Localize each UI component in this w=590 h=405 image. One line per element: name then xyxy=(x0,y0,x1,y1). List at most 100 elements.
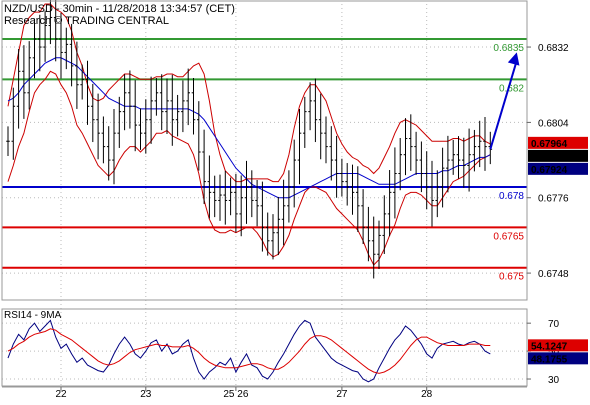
price-bar xyxy=(186,68,190,126)
price-bar xyxy=(11,87,16,160)
price-marker-last-box xyxy=(528,149,588,162)
x-tick-label-3: 27 xyxy=(336,389,348,400)
price-bar xyxy=(318,93,323,160)
price-bar xyxy=(133,80,137,152)
price-panel-frame xyxy=(1,0,528,301)
price-marker-bb_upper-box xyxy=(528,136,588,149)
price-bar xyxy=(308,82,312,131)
price-bar xyxy=(244,160,249,224)
price-bar xyxy=(329,126,334,181)
price-bar xyxy=(313,78,318,143)
rsi-lines xyxy=(7,319,491,383)
price-bar xyxy=(419,141,424,193)
moving-average-line xyxy=(7,57,491,199)
x-tick-label-0: 22 xyxy=(55,389,67,400)
price-bar xyxy=(191,78,196,135)
price-bar xyxy=(456,136,461,179)
rsi-marker-rsi_ma: 54.1247 xyxy=(528,339,588,352)
price-bar xyxy=(175,94,180,137)
price-bar xyxy=(409,114,413,171)
price-y-tick-label-0.6748: 0.6748 xyxy=(538,269,569,280)
price-bar xyxy=(467,128,471,192)
price-bar xyxy=(477,120,482,168)
price-bar xyxy=(159,74,164,131)
price-bar xyxy=(451,139,455,175)
rsi-marker-rsi: 48.1755 xyxy=(528,352,588,365)
chart-header-credit: Research © TRADING CENTRAL xyxy=(4,15,169,27)
price-bar xyxy=(340,158,344,197)
indicator-lines xyxy=(7,3,491,266)
price-bar xyxy=(207,155,212,219)
price-bar xyxy=(297,108,302,185)
price-bar xyxy=(324,116,328,164)
rsi-line xyxy=(7,319,491,383)
price-bar xyxy=(382,195,387,254)
price-marker-bb_lower-box xyxy=(528,162,588,175)
price-bar xyxy=(356,166,360,232)
price-y-tick-label-0.6776: 0.6776 xyxy=(538,194,569,205)
price-bar xyxy=(64,27,69,70)
price-bar xyxy=(287,170,291,223)
price-bar xyxy=(377,220,381,270)
price-bar xyxy=(75,41,79,109)
price-bar xyxy=(43,10,47,62)
price-marker-bb_upper: 0.67964 xyxy=(528,136,588,150)
price-bar xyxy=(80,64,84,100)
price-bar xyxy=(223,170,228,225)
price-bar xyxy=(371,216,376,279)
level-label-0.6765: 0.6765 xyxy=(493,231,524,242)
price-bar xyxy=(483,117,487,171)
price-bars xyxy=(6,0,493,279)
price-bar xyxy=(366,206,371,262)
price-bar xyxy=(154,78,159,116)
price-bar xyxy=(6,126,10,157)
price-bar xyxy=(234,173,238,233)
price-bar xyxy=(144,99,148,154)
level-label-0.678: 0.678 xyxy=(499,191,524,202)
rsi-y-tick-label-30: 30 xyxy=(548,375,560,386)
price-bar xyxy=(59,12,63,79)
level-label-0.682: 0.682 xyxy=(499,83,524,94)
price-bar xyxy=(462,137,466,188)
chart-header-title: NZD/USD - 30min - 11/28/2018 13:34:57 (C… xyxy=(4,3,235,15)
price-bar xyxy=(16,48,21,129)
price-bar xyxy=(350,164,355,215)
price-bar xyxy=(101,116,106,164)
price-bar xyxy=(22,45,26,119)
price-bar xyxy=(334,135,339,198)
bollinger-upper-line xyxy=(7,3,491,183)
rsi-title: RSI14 - 9MA xyxy=(4,310,62,321)
price-bar xyxy=(398,138,402,191)
price-bar xyxy=(435,170,440,218)
price-bar xyxy=(202,129,206,204)
price-bar xyxy=(85,60,90,125)
price-bar xyxy=(170,74,175,146)
price-bar xyxy=(228,177,233,216)
bollinger-lower-line xyxy=(7,70,491,266)
rsi-marker-rsi-box xyxy=(528,352,588,365)
level-label-0.6835: 0.6835 xyxy=(493,43,524,54)
price-bar xyxy=(440,147,445,208)
price-bar xyxy=(117,96,122,148)
price-bar xyxy=(271,214,275,260)
projection-arrow xyxy=(489,52,520,150)
price-bar xyxy=(128,70,132,129)
price-marker-last: 0.67939 xyxy=(528,149,588,163)
x-tick-label-4: 28 xyxy=(421,389,433,400)
price-bar xyxy=(106,126,111,181)
price-bar xyxy=(260,181,265,252)
price-bar xyxy=(218,174,222,221)
rsi-ma-line xyxy=(7,328,491,374)
price-bar xyxy=(38,14,42,72)
price-y-tick-label-0.6832: 0.6832 xyxy=(538,43,569,54)
projection-arrow-head xyxy=(507,52,520,66)
price-bar xyxy=(393,147,397,219)
rsi-marker-rsi-text: 48.1755 xyxy=(531,354,568,365)
level-label-0.675: 0.675 xyxy=(499,272,524,283)
price-bar xyxy=(403,118,408,176)
price-bar xyxy=(276,196,281,256)
price-bar xyxy=(472,129,477,172)
